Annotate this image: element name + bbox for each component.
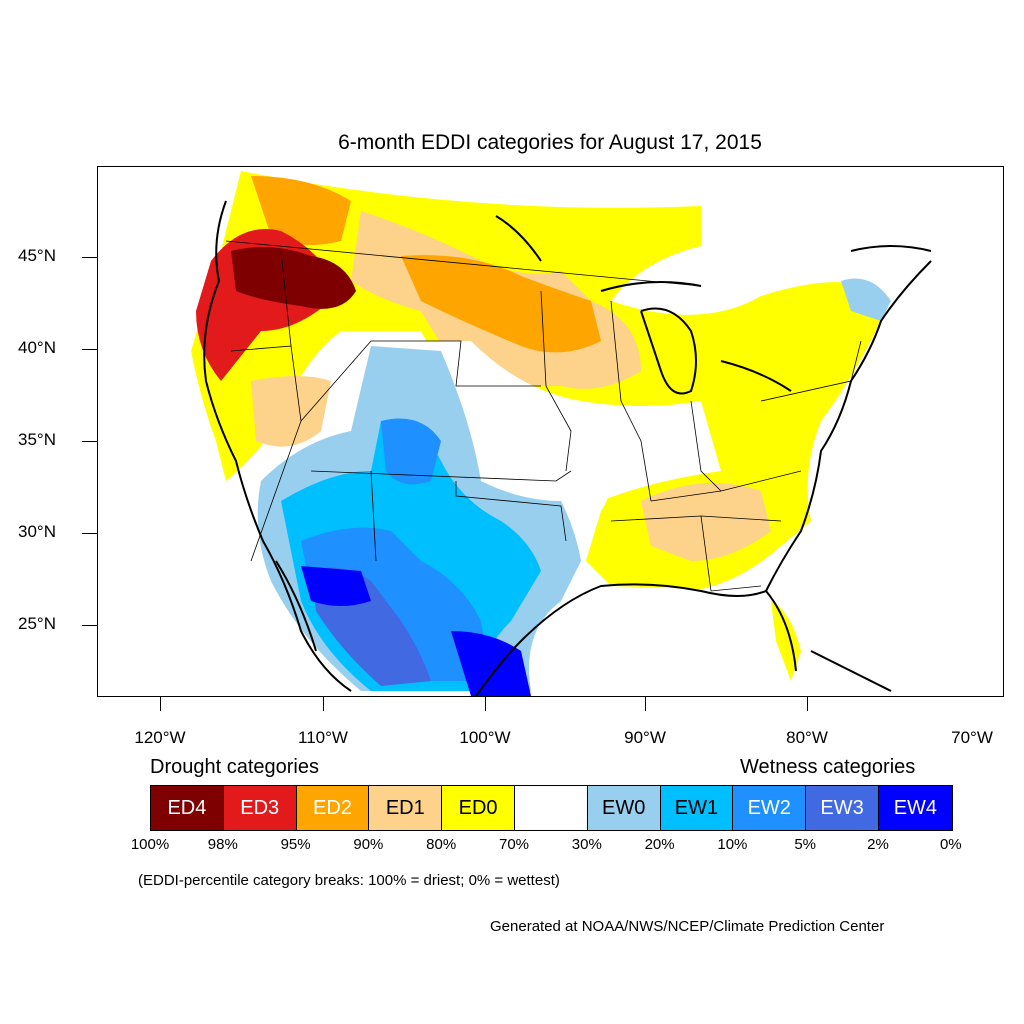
legend-break-label: 2% [867, 836, 889, 853]
coast-gulf [475, 583, 797, 696]
border-in-oh [690, 400, 722, 492]
lon-tick [645, 697, 647, 711]
border-co-ks [310, 470, 572, 482]
ew2-new-mexico [381, 418, 441, 485]
legend-bar: ED4 ED3 ED2 ED1 ED0 EW0 EW1 EW2 EW3 EW4 [150, 785, 953, 831]
lat-tick [82, 349, 97, 351]
legend-cell-ew3: EW3 [806, 786, 879, 830]
ed0-florida [771, 601, 801, 681]
lake-michigan [640, 307, 697, 395]
lon-tick [807, 697, 809, 711]
map-panel [97, 166, 1004, 697]
st-lawrence [850, 245, 932, 252]
lon-tick [485, 697, 487, 711]
ew4-texas-coast [451, 631, 531, 696]
ed1-nevada [251, 376, 331, 447]
lat-label-45: 45°N [18, 246, 56, 265]
legend-break-label: 20% [644, 836, 675, 853]
lake-superior [600, 281, 702, 292]
legend-cell-ew0: EW0 [587, 786, 661, 830]
lat-tick [82, 533, 97, 535]
lat-label-30: 30°N [18, 522, 56, 541]
lake-erie [720, 360, 792, 392]
drought-heading: Drought categories [150, 756, 319, 778]
legend-cell-ed2: ED2 [296, 786, 370, 830]
legend-cell-ed4: ED4 [151, 786, 224, 830]
lon-tick [160, 697, 162, 711]
legend-break-label: 90% [353, 836, 384, 853]
border-az-nm [370, 470, 377, 562]
border-mn-ia [540, 290, 572, 472]
coast-pacific [203, 200, 352, 692]
credit-text: Generated at NOAA/NWS/NCEP/Climate Predi… [490, 918, 885, 935]
legend-cell-ew1: EW1 [660, 786, 734, 830]
eddi-map [191, 171, 932, 696]
border-wy-co [300, 340, 541, 422]
legend-break-label: 5% [794, 836, 817, 853]
legend-cell-ew2: EW2 [733, 786, 807, 830]
coast-atlantic [765, 260, 932, 592]
border-wi-il [610, 300, 652, 502]
lat-label-25: 25°N [18, 614, 56, 633]
ed2-bc [251, 176, 351, 245]
legend-break-label: 80% [426, 836, 457, 853]
coast-baja-gulf [275, 560, 317, 652]
legend-cell-ew4: EW4 [878, 786, 952, 830]
coastlines [203, 200, 932, 696]
ed4-washington [231, 247, 356, 309]
ed2-dakotas [401, 255, 601, 353]
lake-winnipeg [495, 215, 542, 262]
category-note: (EDDI-percentile category breaks: 100% =… [138, 872, 560, 889]
legend-cell-ed1: ED1 [369, 786, 443, 830]
border-tx-ok [455, 481, 567, 542]
wetness-heading: Wetness categories [740, 756, 916, 778]
lon-label-70: 70°W [951, 728, 993, 747]
lat-label-40: 40°N [18, 338, 56, 357]
border-al-ga [700, 515, 762, 592]
legend-cell-normal [514, 786, 588, 830]
lon-label-110: 110°W [298, 728, 348, 747]
lat-label-35: 35°N [18, 430, 56, 449]
ew4-gulf-california [301, 566, 371, 606]
lon-label-90: 90°W [624, 728, 666, 747]
lon-tick [323, 697, 325, 711]
legend-break-label: 70% [498, 836, 530, 853]
lon-label-120: 120°W [134, 728, 186, 747]
legend-break-label: 100% [130, 836, 170, 853]
lat-tick [82, 441, 97, 443]
coast-cuba [810, 650, 892, 692]
lat-tick [82, 257, 97, 259]
legend-break-label: 10% [717, 836, 748, 853]
ed1-southeast [641, 483, 771, 561]
legend-cell-ed0: ED0 [442, 786, 515, 830]
lat-tick [82, 625, 97, 627]
legend-break-label: 30% [571, 836, 602, 853]
legend-cell-ed3: ED3 [223, 786, 297, 830]
ew0-maine [841, 278, 891, 321]
data-fill [191, 171, 891, 696]
map-title: 6-month EDDI categories for August 17, 2… [338, 131, 762, 154]
legend-break-label: 0% [939, 836, 962, 853]
legend-break-label: 98% [207, 836, 238, 853]
lon-label-80: 80°W [786, 728, 828, 747]
lon-label-100: 100°W [459, 728, 511, 747]
legend-break-label: 95% [280, 836, 311, 853]
border-us-canada [225, 240, 702, 287]
